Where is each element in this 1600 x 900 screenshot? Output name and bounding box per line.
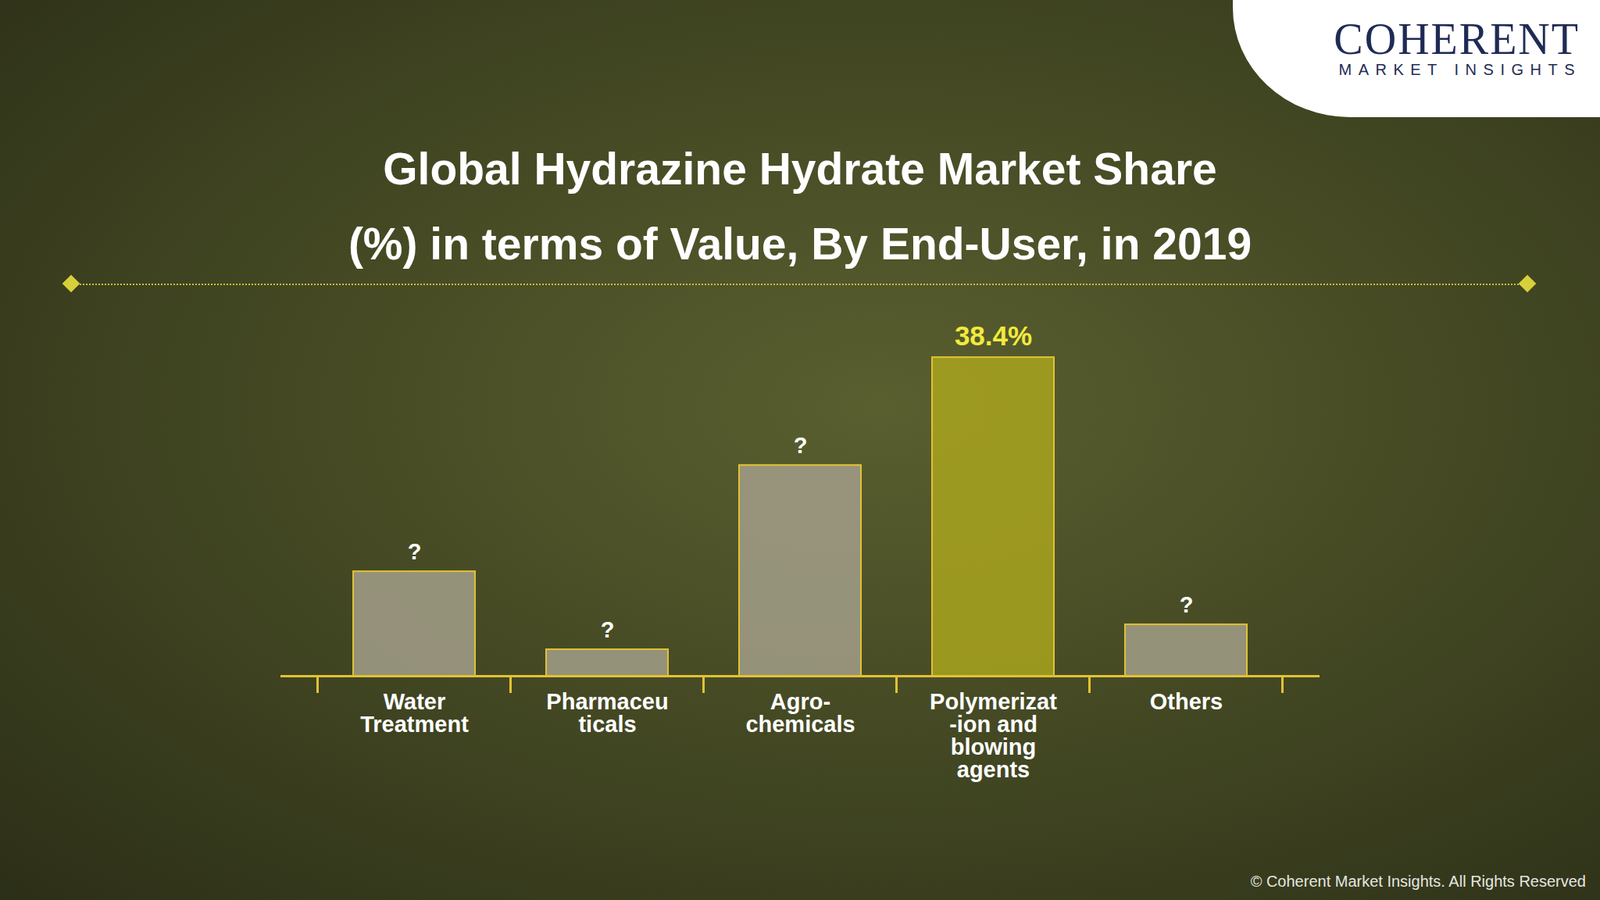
html-text:MARKET INSIGHTS: MARKET INSIGHTS	[1338, 60, 1582, 79]
svg-text:?: ?	[600, 617, 615, 643]
svg-text:?: ?	[1179, 592, 1194, 618]
svg-text:WaterTreatment: WaterTreatment	[360, 689, 469, 737]
svg-text:?: ?	[407, 539, 422, 565]
svg-text:Others: Others	[1150, 689, 1223, 715]
svg-text:Agro-chemicals: Agro-chemicals	[745, 689, 855, 737]
svg-text:Pharmaceuticals: Pharmaceuticals	[546, 689, 668, 737]
svg-text:38.4%: 38.4%	[954, 320, 1033, 351]
svg-text:?: ?	[793, 432, 808, 458]
html-text:Global Hydrazine Hydrate Marke: Global Hydrazine Hydrate Market Share (%…	[348, 143, 1252, 269]
html-text:© Coherent Market Insights. Al: © Coherent Market Insights. All Rights R…	[1250, 872, 1586, 890]
html-text:COHERENT: COHERENT	[1333, 14, 1580, 64]
svg-text:Polymerizat-ion andblowingagen: Polymerizat-ion andblowingagents	[929, 689, 1058, 783]
